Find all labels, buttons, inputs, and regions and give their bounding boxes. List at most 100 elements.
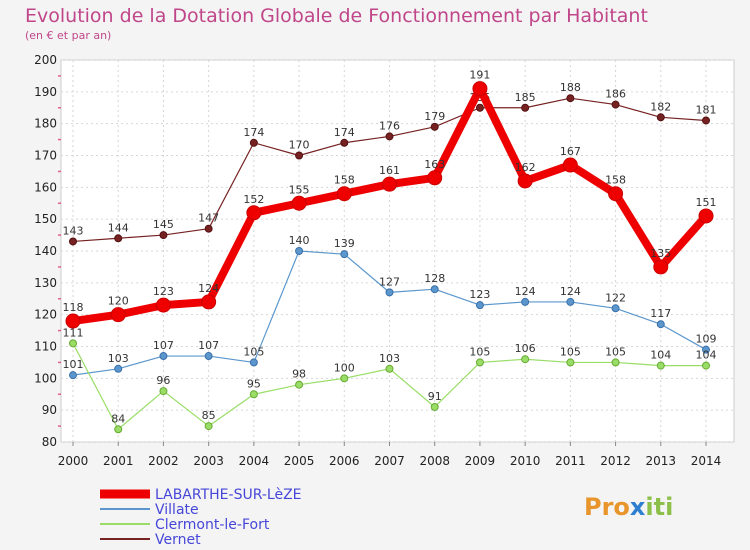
y-tick-label: 150 [34,212,57,226]
data-label: 109 [696,333,717,346]
data-point [295,151,304,160]
y-tick-label: 100 [34,371,57,385]
data-label: 140 [289,234,310,247]
data-point [566,358,575,367]
data-point [608,186,624,202]
data-label: 124 [560,285,581,298]
data-point [382,176,397,192]
data-label: 176 [379,119,400,132]
data-label: 124 [198,282,219,295]
grid [61,59,734,443]
data-label: 135 [650,247,671,260]
series-1: 101 103 107 107 105 140 139 127 128 123 124 124 122 1… [63,234,717,380]
data-point [430,285,439,294]
data-label: 163 [424,158,445,171]
x-tick-label: 2009 [465,454,496,468]
data-point [517,173,533,189]
brand-prefix: Pro [584,493,630,521]
data-point [611,304,620,313]
data-point [340,138,349,147]
data-point [340,250,349,259]
data-label: 105 [605,345,626,358]
data-point [204,352,213,361]
y-tick-label: 130 [34,276,57,290]
data-point [430,122,439,131]
data-point [291,195,307,211]
x-tick-label: 2003 [193,454,224,468]
brand-logo: Proxiti [584,493,673,521]
y-tick-label: 180 [34,117,57,131]
data-label: 123 [153,285,174,298]
data-label: 143 [63,224,84,237]
data-point [475,301,484,310]
data-label: 127 [379,275,400,288]
data-label: 96 [156,374,170,387]
data-point [385,364,394,373]
data-point [295,380,304,389]
data-label: 117 [650,307,671,320]
x-tick-label: 2002 [148,454,179,468]
data-point [249,138,258,147]
data-point [340,374,349,383]
data-label: 152 [243,193,264,206]
data-label: 161 [379,164,400,177]
y-tick-label: 120 [34,308,57,322]
data-point [521,297,530,306]
data-point [653,259,669,275]
data-point [656,361,665,370]
data-point [702,116,710,125]
data-point [566,94,575,103]
legend-label: LABARTHE-SUR-LèZE [155,487,302,503]
data-label: 147 [198,212,219,225]
data-label: 98 [292,368,306,381]
data-label: 128 [424,272,445,285]
data-point [69,371,77,380]
x-tick-label: 2000 [58,454,89,468]
data-point [114,425,123,434]
data-label: 105 [243,345,264,358]
x-tick-label: 2013 [646,454,677,468]
data-label: 170 [289,139,310,152]
data-label: 103 [108,352,129,365]
data-point [159,231,168,240]
data-label: 185 [515,91,536,104]
data-label: 122 [605,291,626,304]
data-label: 167 [560,145,581,158]
data-label: 174 [334,126,355,139]
chart-subtitle: (en € et par an) [25,29,111,42]
brand-suffix: iti [645,493,673,521]
data-label: 95 [247,377,261,390]
data-label: 111 [63,326,84,339]
data-label: 158 [334,174,355,187]
data-point [336,186,352,202]
x-tick-label: 2010 [510,454,541,468]
data-label: 174 [243,126,264,139]
data-point [702,361,710,370]
data-label: 85 [202,409,216,422]
x-tick-label: 2005 [284,454,315,468]
data-label: 106 [515,342,536,355]
data-point [69,339,77,348]
data-label: 105 [560,345,581,358]
data-point [159,387,168,396]
data-point [204,224,213,233]
data-point [698,208,714,224]
x-tick-label: 2012 [600,454,631,468]
data-label: 162 [515,161,536,174]
y-tick-label: 200 [34,53,57,67]
x-tick-label: 2004 [239,454,270,468]
y-tick-label: 110 [34,340,57,354]
data-label: 84 [111,412,125,425]
data-label: 186 [605,88,626,101]
data-point [155,297,171,313]
data-label: 105 [469,345,490,358]
data-point [521,103,530,112]
data-point [201,294,217,310]
data-point [69,237,77,246]
data-label: 91 [428,390,442,403]
brand-x: x [630,493,646,521]
axes: 80 90 100 110 120 130 140 150 160 170 180 190 200 200… [34,53,721,468]
legend: LABARTHE-SUR-LèZEVillateClermont-le-Fort… [100,487,302,548]
